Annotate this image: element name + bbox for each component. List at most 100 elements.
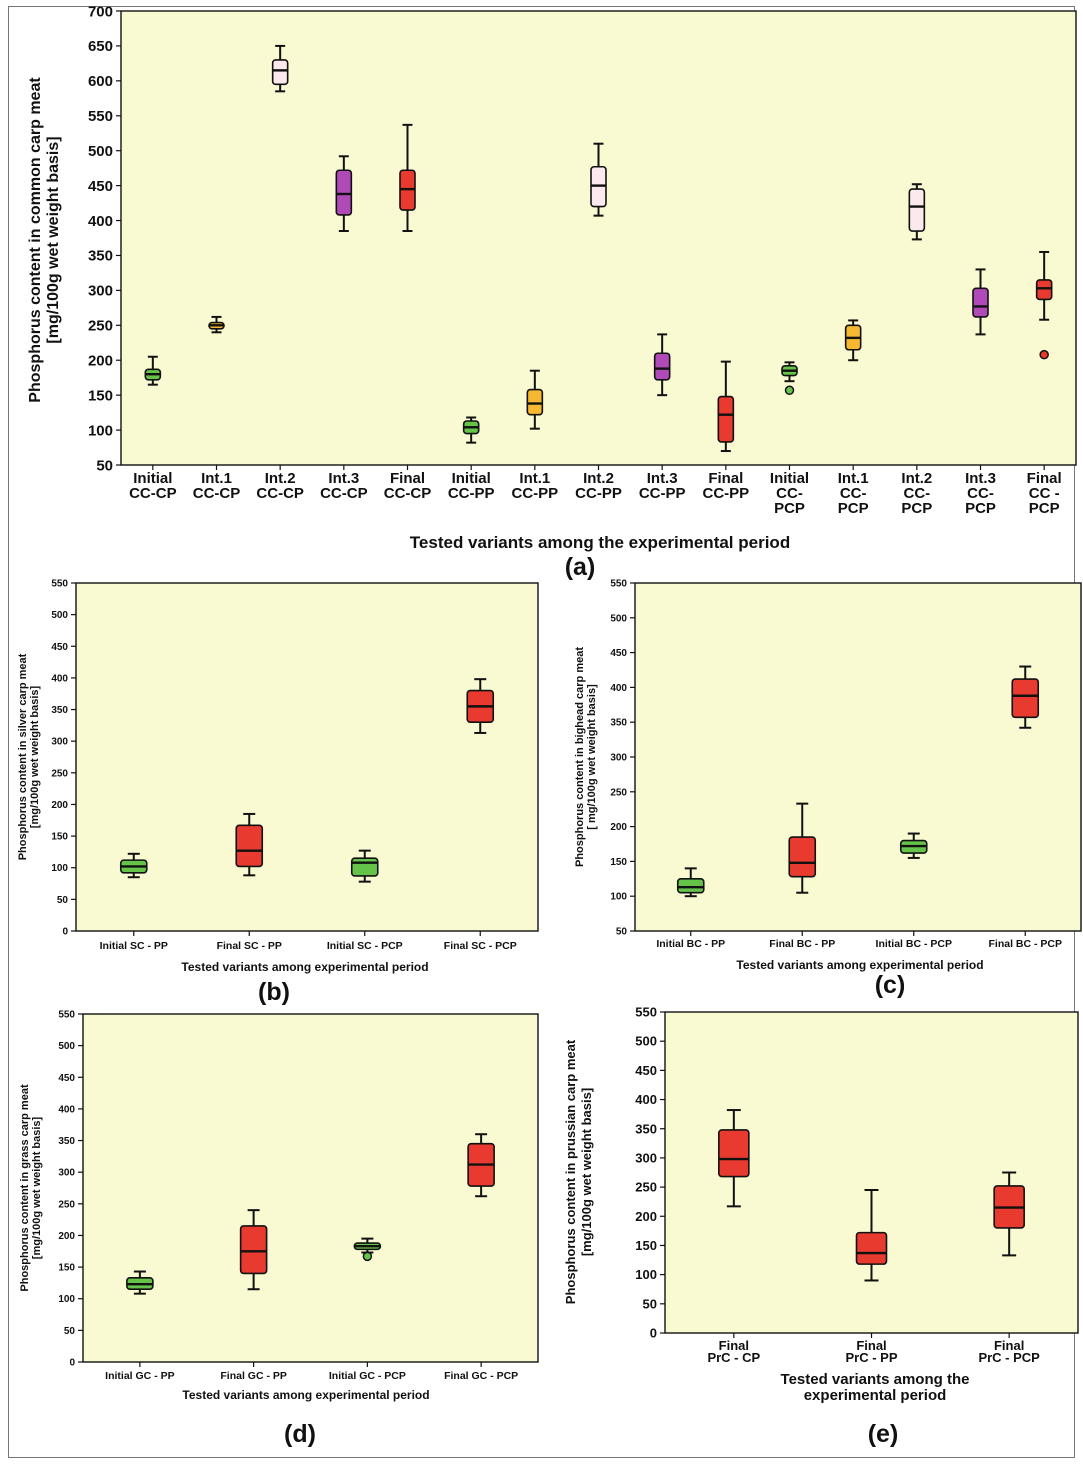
y-axis-title-line1: Phosphorus content in grass carp meat [19, 1084, 31, 1292]
chart-panel-a: 50 100 150 200 250 300 350 400 450 500 550 600 650 70… [27, 3, 1077, 581]
x-tick-label-a: CC- [840, 485, 867, 502]
x-axis-title-b: Tested variants among experimental perio… [181, 960, 428, 974]
y-tick-label-a: 350 [88, 248, 113, 265]
y-tick-label-b: 250 [51, 768, 68, 779]
y-axis-title-line1: Phosphorus content in common carp meat [27, 77, 44, 403]
box-a-12 [908, 183, 926, 241]
y-tick-label-a: 200 [88, 352, 113, 369]
box-c-0 [676, 867, 705, 898]
y-axis-title-line1: Phosphorus content in prussian carp meat [563, 1039, 578, 1304]
x-tick-label-d: Final GC - PCP [444, 1370, 518, 1382]
y-axis-title-line2: [mg/100g wet weight basis] [579, 1088, 594, 1256]
box-d-2 [353, 1237, 382, 1262]
x-tick-label-a: CC-CP [320, 485, 368, 502]
panel-label-e: (e) [868, 1420, 899, 1448]
x-axis-title-line2-e: experimental period [804, 1387, 947, 1404]
y-axis-title-d: Phosphorus content in grass carp meat [mg… [19, 1084, 43, 1292]
y-tick-label-d: 0 [69, 1358, 75, 1369]
y-tick-label-b: 350 [51, 705, 68, 716]
box-b-3 [466, 678, 495, 734]
panel-label-c: (c) [875, 971, 906, 999]
x-tick-label-a: CC-CP [256, 485, 304, 502]
x-axis-title-e: Tested variants among the [781, 1371, 970, 1388]
box-c-3 [1011, 665, 1040, 729]
y-tick-label-e: 400 [635, 1092, 657, 1107]
x-tick-label-a: CC- [967, 485, 994, 502]
x-tick-label-b: Final SC - PP [217, 940, 282, 952]
y-tick-label-a: 300 [88, 283, 113, 300]
y-tick-label-c: 550 [610, 579, 627, 590]
box-a-10 [781, 361, 798, 396]
box-a-3 [335, 155, 353, 233]
x-tick-label-e: PrC - PP [845, 1350, 897, 1365]
box-b-2 [350, 849, 379, 883]
x-tick-label-d: Initial GC - PP [105, 1370, 174, 1382]
x-tick-label-a: Int.2 [265, 470, 296, 487]
iqr-box [717, 395, 735, 443]
x-tick-label-a: Int.2 [583, 470, 614, 487]
y-tick-label-e: 500 [635, 1034, 657, 1049]
y-tick-label-a: 400 [88, 213, 113, 230]
box-a-2 [271, 44, 289, 93]
y-tick-label-c: 150 [610, 857, 627, 868]
y-tick-label-a: 450 [88, 178, 113, 195]
box-a-13 [972, 268, 989, 336]
box-e-2 [993, 1171, 1025, 1257]
y-tick-label-d: 50 [64, 1326, 76, 1337]
x-axis-title-a: Tested variants among the experimental p… [410, 533, 790, 552]
y-tick-label-d: 200 [58, 1231, 75, 1242]
y-tick-label-c: 300 [610, 753, 627, 764]
outlier-point [1039, 349, 1049, 360]
iqr-box [676, 877, 705, 894]
x-tick-label-c: Initial BC - PP [656, 938, 725, 950]
x-tick-label-a: Initial [452, 470, 491, 487]
y-tick-label-b: 500 [51, 610, 68, 621]
x-tick-label-d: Initial GC - PCP [329, 1370, 406, 1382]
y-axis-title-b: Phosphorus content in silver carp meat [m… [17, 653, 41, 860]
x-tick-label-a: CC-PP [448, 485, 495, 502]
y-tick-label-d: 350 [58, 1136, 75, 1147]
box-e-1 [855, 1189, 888, 1282]
panel-label-d: (d) [284, 1420, 316, 1448]
x-tick-label-a: Final [1027, 470, 1062, 487]
y-tick-label-e: 100 [635, 1267, 657, 1282]
y-tick-label-d: 450 [58, 1073, 75, 1084]
chart-panel-d: 0 50 100 150 200 250 300 350 400 450 500 550 Initial… [19, 1010, 539, 1448]
y-tick-label-e: 50 [643, 1296, 657, 1311]
x-tick-label-a: Int.2 [901, 470, 932, 487]
iqr-box [855, 1231, 888, 1265]
x-tick-label-e: Final [719, 1338, 749, 1353]
y-tick-label-b: 300 [51, 737, 68, 748]
chart-panel-b: 0 50 100 150 200 250 300 350 400 450 500 550 Initial… [17, 579, 539, 1006]
x-tick-label-a: PCP [965, 500, 996, 517]
box-e-0 [718, 1109, 750, 1208]
x-tick-label-a: Int.1 [519, 470, 550, 487]
y-tick-label-b: 50 [57, 895, 69, 906]
y-tick-label-d: 300 [58, 1168, 75, 1179]
box-b-0 [119, 852, 148, 879]
y-tick-label-d: 100 [58, 1294, 75, 1305]
box-a-1 [208, 315, 225, 334]
x-axis-title-d: Tested variants among experimental perio… [182, 1388, 429, 1402]
y-tick-label-d: 550 [58, 1010, 75, 1021]
y-tick-label-e: 150 [635, 1238, 657, 1253]
y-tick-label-e: 550 [635, 1005, 657, 1020]
y-tick-label-c: 350 [610, 718, 627, 729]
x-tick-label-a: Int.1 [201, 470, 232, 487]
x-tick-label-a: Int.1 [838, 470, 869, 487]
x-tick-label-a: CC-CP [384, 485, 432, 502]
x-tick-label-a: CC-PP [511, 485, 558, 502]
iqr-box [350, 857, 379, 877]
plot-area-a [120, 10, 1077, 466]
x-axis-title-c: Tested variants among experimental perio… [736, 958, 983, 972]
y-axis-title-line1: Phosphorus content in silver carp meat [17, 653, 29, 860]
x-tick-label-c: Final BC - PCP [988, 938, 1062, 950]
box-c-1 [788, 802, 817, 894]
x-tick-label-c: Final BC - PP [769, 938, 835, 950]
iqr-box [908, 188, 926, 232]
y-axis-title-line2: [mg/100g wet weight basis] [31, 1116, 43, 1259]
y-tick-label-d: 400 [58, 1104, 75, 1115]
y-tick-label-a: 150 [88, 387, 113, 404]
box-a-14 [1035, 250, 1053, 360]
y-tick-label-a: 50 [96, 457, 113, 474]
